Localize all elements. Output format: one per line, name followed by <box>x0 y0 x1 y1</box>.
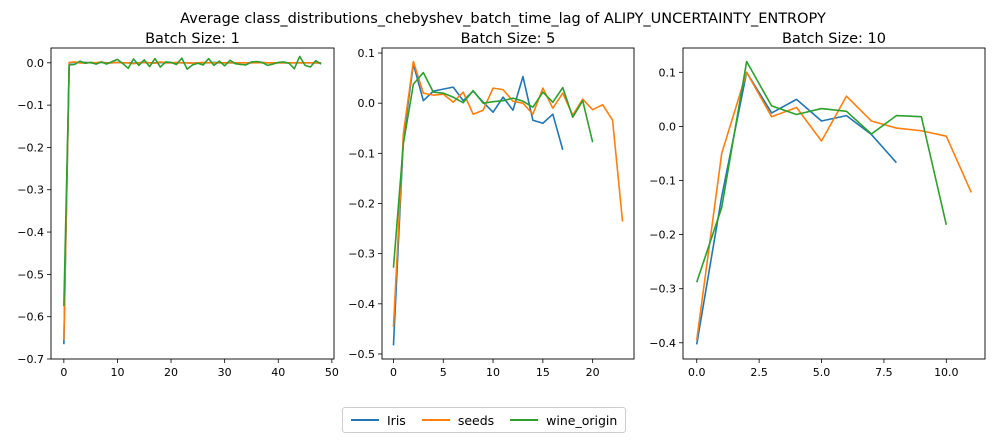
y-tick-label: −0.2 <box>348 198 375 211</box>
plot-frame <box>50 47 335 360</box>
x-tick-label: 0.0 <box>688 366 706 379</box>
y-tick-label: −0.7 <box>17 353 44 366</box>
series-line-iris <box>392 63 564 346</box>
y-tick-label: −0.1 <box>17 99 44 112</box>
y-tick-label: −0.1 <box>649 175 676 188</box>
series-line-seeds <box>392 60 624 327</box>
series-line-iris <box>695 71 897 345</box>
legend-item-iris: Iris <box>351 413 406 428</box>
series-line-wine-origin <box>695 60 948 283</box>
x-tick-label: 10.0 <box>934 366 959 379</box>
y-tick-label: −0.5 <box>17 268 44 281</box>
y-tick-label: 0.0 <box>659 120 677 133</box>
x-tick-label: 15 <box>536 366 550 379</box>
series-line-seeds <box>63 61 322 340</box>
subplot-1: 0 10 20 30 40 50 −0.7 −0.6 −0.5 −0.4 −0.3 −0.2 −0.1 0… <box>17 31 339 379</box>
legend-label-wine-origin: wine_origin <box>546 412 618 428</box>
subplot-title: Batch Size: 5 <box>461 31 556 47</box>
legend-swatch-wine-origin <box>510 419 539 421</box>
legend-item-wine-origin: wine_origin <box>510 413 617 428</box>
x-tick-label: 20 <box>164 366 178 379</box>
x-tick-label: 10 <box>486 366 500 379</box>
subplot-title: Batch Size: 10 <box>782 31 886 47</box>
x-tick-label: 50 <box>325 366 339 379</box>
x-tick-label: 5.0 <box>813 366 831 379</box>
x-tick-label: 0 <box>390 366 397 379</box>
x-tick-label: 2.5 <box>750 366 768 379</box>
y-tick-label: −0.2 <box>17 141 44 154</box>
y-tick-label: 0.1 <box>659 66 677 79</box>
legend: Iris seeds wine_origin <box>342 407 627 433</box>
x-tick-label: 7.5 <box>875 366 893 379</box>
y-tick-label: −0.3 <box>649 283 676 296</box>
x-tick-label: 30 <box>218 366 232 379</box>
subplots: 0 10 20 30 40 50−0.7−0.6−0.5−0.4−0.3−0.2−0.10… <box>17 31 986 379</box>
series-line-iris <box>63 61 322 345</box>
legend-label-seeds: seeds <box>457 412 495 428</box>
y-tick-label: −0.4 <box>17 226 44 239</box>
plot-frame <box>682 47 986 360</box>
series-line-wine-origin <box>63 55 322 307</box>
y-tick-label: −0.6 <box>17 311 44 324</box>
series-line-wine-origin <box>392 71 594 268</box>
y-tick-label: 0.0 <box>27 57 45 70</box>
legend-item-seeds: seeds <box>421 412 495 428</box>
y-tick-label: −0.1 <box>348 147 375 160</box>
legend-label-iris: Iris <box>387 412 406 428</box>
legend-swatch-iris <box>351 419 379 421</box>
subplot-3: 0.0 2.5 5.0 7.5 10.0 −0.4 −0.3 −0.2 −0.1 0.0 0.1 Ba… <box>649 31 986 379</box>
y-tick-label: −0.3 <box>348 248 375 261</box>
x-tick-label: 20 <box>586 366 600 379</box>
x-tick-label: 10 <box>110 366 124 379</box>
y-tick-label: −0.4 <box>348 298 375 311</box>
figure-title: Average class_distributions_chebyshev_ba… <box>180 11 826 27</box>
legend-swatch-seeds <box>421 419 450 421</box>
y-tick-label: 0.1 <box>358 47 376 60</box>
subplot-2: 0 5 10 15 20 −0.5 −0.4 −0.3 −0.2 −0.1 0.0 0.1 Batch … <box>348 31 635 379</box>
x-tick-label: 0 <box>60 366 67 379</box>
y-tick-label: −0.4 <box>649 337 676 350</box>
y-tick-label: −0.3 <box>17 184 44 197</box>
y-tick-label: −0.5 <box>348 348 375 361</box>
y-tick-label: 0.0 <box>358 97 376 110</box>
subplot-title: Batch Size: 1 <box>145 31 240 47</box>
y-tick-label: −0.2 <box>649 229 676 242</box>
x-tick-label: 5 <box>440 366 447 379</box>
x-tick-label: 40 <box>271 366 285 379</box>
